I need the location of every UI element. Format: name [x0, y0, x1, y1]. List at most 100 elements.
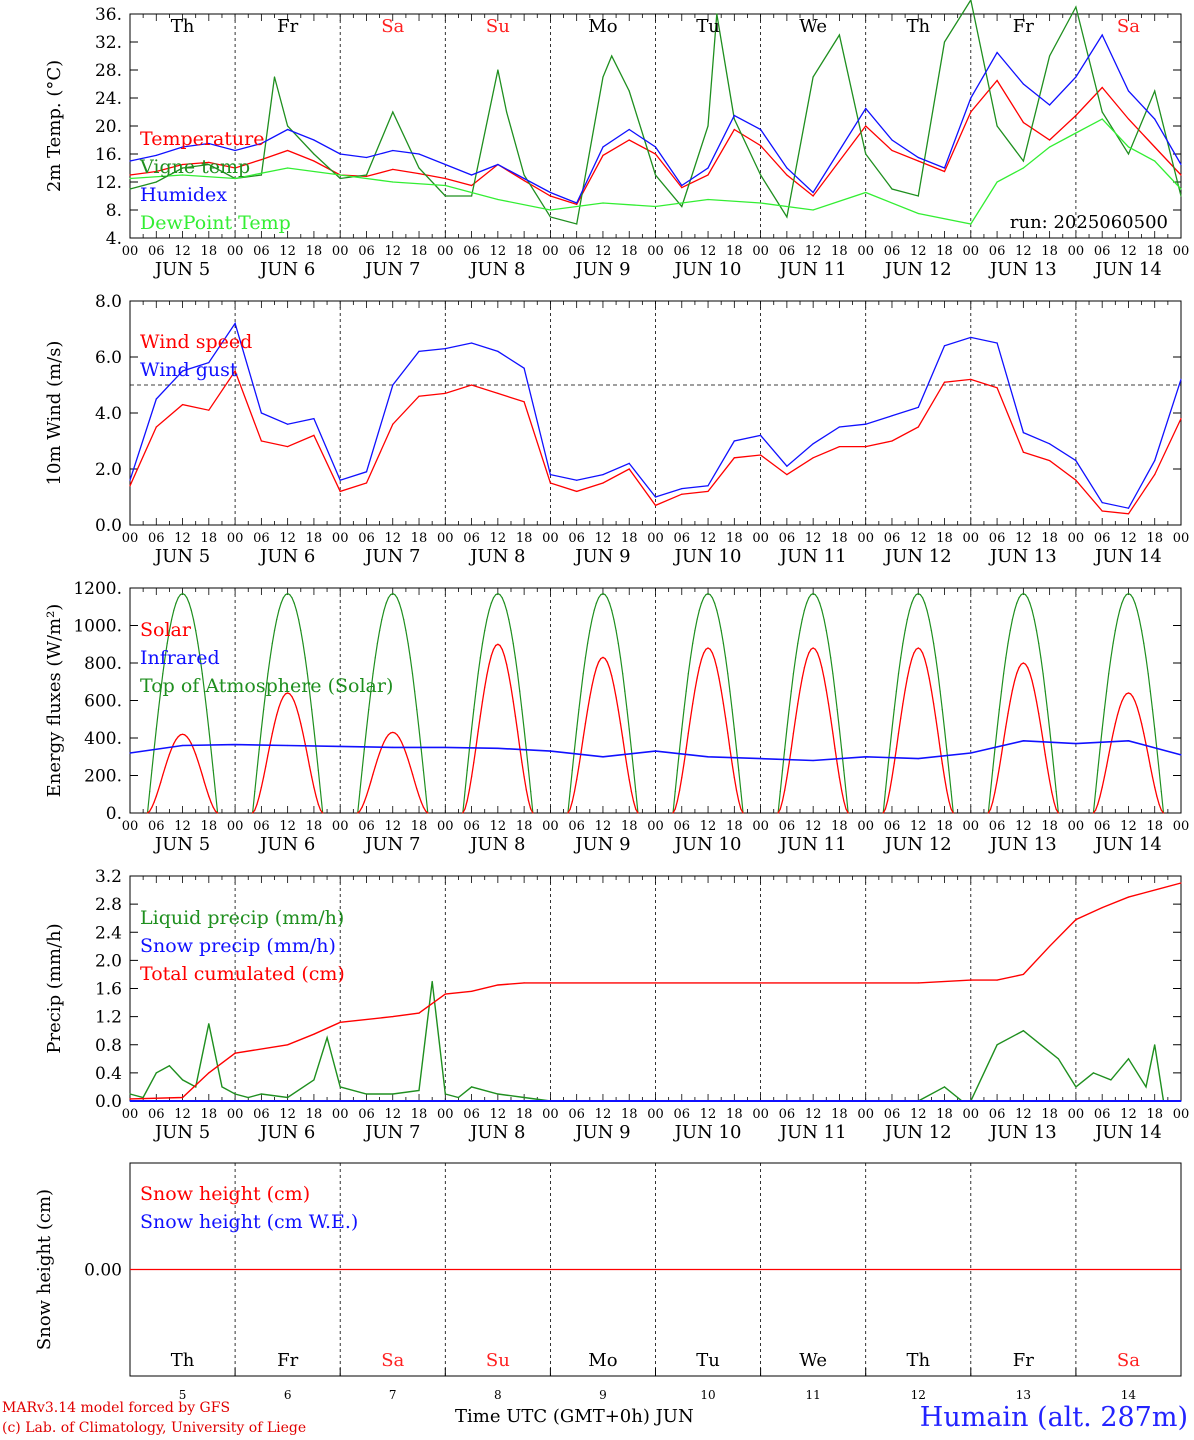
series-toa-solar-point: [151, 769, 153, 771]
series-toa-solar-point: [808, 597, 810, 599]
series-solar-point: [287, 692, 289, 694]
series-toa-solar-point: [287, 593, 289, 595]
series-dewpoint-temp-point: [654, 205, 657, 208]
series-toa-solar-point: [1000, 690, 1003, 692]
series-liquid-precip-mm-h--point: [339, 1086, 341, 1088]
series-wind-speed-point: [523, 401, 525, 403]
series-toa-solar-point: [271, 642, 273, 645]
series-humidex-point: [576, 202, 578, 204]
series-toa-solar-point: [700, 602, 703, 604]
series-toa-solar-point: [797, 642, 799, 645]
series-toa-solar-point: [595, 602, 598, 604]
date-label: JUN 6: [258, 1122, 315, 1143]
series-humidex-point: [444, 163, 446, 166]
series-liquid-precip-mm-h--point: [418, 1089, 420, 1092]
hour-tick-label: 18: [726, 244, 743, 259]
hour-tick-label: 12: [1120, 819, 1137, 834]
hour-tick-label: 06: [779, 1107, 796, 1122]
series-wind-speed-point: [365, 482, 368, 484]
series-solar-point: [705, 648, 707, 650]
series-toa-solar-point: [171, 618, 173, 621]
series-toa-solar-point: [390, 594, 392, 596]
series-toa-solar-point: [411, 673, 414, 675]
series-toa-solar-point: [821, 609, 823, 611]
series-dewpoint-temp-point: [444, 184, 446, 187]
series-solar-point: [1138, 714, 1140, 716]
series-humidex-point: [628, 128, 630, 131]
series-toa-solar-point: [891, 728, 893, 730]
hour-tick-label: 00: [437, 531, 454, 546]
series-infrared-point: [812, 759, 814, 762]
series-toa-solar-point: [1103, 709, 1105, 711]
hour-tick-label: 12: [910, 531, 927, 546]
series-humidex-point: [681, 184, 683, 187]
series-liquid-precip-mm-h--point: [182, 1079, 184, 1081]
series-solar-point: [383, 741, 385, 743]
y-axis-label: 10m Wind (m/s): [44, 341, 65, 486]
series-toa-solar-point: [1007, 642, 1009, 645]
series-humidex-point: [392, 149, 394, 152]
series-toa-solar-point: [893, 709, 895, 711]
series-solar-point: [1095, 809, 1097, 811]
series-dewpoint-temp-point: [1101, 118, 1103, 120]
series-solar-point: [477, 730, 479, 733]
series-toa-solar-point: [155, 728, 157, 730]
series-toa-solar-point: [705, 594, 707, 596]
hour-tick-label: 18: [1041, 1107, 1058, 1122]
series-infrared-point: [865, 756, 867, 758]
series-vigne-temp-point: [313, 153, 315, 155]
series-solar-point: [779, 808, 781, 810]
series-solar-point: [1136, 706, 1138, 708]
series-solar-point: [937, 732, 939, 734]
series-vigne-temp-point: [654, 174, 657, 176]
hour-tick-label: 00: [647, 1107, 664, 1122]
series-toa-solar-point: [598, 597, 600, 599]
series-solar-point: [182, 733, 184, 735]
y-axis-label: Energy fluxes (W/m²): [44, 604, 65, 798]
series-toa-solar-point: [256, 769, 258, 771]
hour-tick-label: 18: [411, 1107, 428, 1122]
series-liquid-precip-mm-h--point: [313, 1079, 315, 1081]
series-wind-speed-point: [1022, 451, 1024, 453]
series-solar-point: [727, 732, 729, 734]
series-humidex-point: [760, 128, 762, 131]
series-solar-point: [308, 765, 311, 767]
series-temperature-point: [129, 174, 131, 176]
series-toa-solar-point: [841, 748, 843, 750]
series-solar-point: [996, 780, 998, 782]
series-solar-point: [584, 723, 587, 725]
series-toa-solar-point: [1097, 769, 1099, 771]
series-total-cumulated-cm--point: [287, 1044, 289, 1046]
y-tick-label: 0.4: [95, 1064, 122, 1084]
hour-tick-label: 12: [805, 531, 822, 546]
series-solar-point: [884, 808, 887, 810]
series-solar-point: [803, 667, 806, 669]
series-solar-point: [1033, 689, 1035, 691]
series-wind-gust-point: [733, 440, 735, 442]
hour-tick-label: 18: [831, 819, 848, 834]
series-solar-point: [998, 767, 1000, 769]
series-wind-speed-point: [1049, 460, 1051, 462]
series-solar-point: [1099, 795, 1101, 798]
series-humidex-point: [654, 146, 657, 148]
series-solar-point: [282, 696, 284, 698]
series-solar-point: [777, 812, 779, 814]
hour-tick-label: 00: [227, 1107, 244, 1122]
series-solar-point: [376, 759, 378, 761]
series-toa-solar-point: [1119, 609, 1121, 611]
series-vigne-temp-point: [392, 111, 394, 113]
series-toa-solar-point: [1020, 594, 1022, 596]
series-solar-point: [714, 658, 716, 660]
series-solar-point: [889, 789, 891, 791]
hour-tick-label: 18: [831, 244, 848, 259]
series-wind-gust-point: [1154, 460, 1156, 462]
series-wind-speed-point: [838, 446, 841, 448]
series-solar-point: [523, 776, 525, 778]
series-solar: [462, 643, 534, 814]
series-vigne-temp-point: [733, 118, 735, 120]
series-toa-solar-point: [806, 602, 808, 604]
series-solar-point: [1051, 791, 1053, 793]
series-humidex-point: [182, 146, 184, 148]
weekday-label: Tu: [696, 1350, 720, 1371]
series-wind-gust-point: [1180, 378, 1182, 380]
